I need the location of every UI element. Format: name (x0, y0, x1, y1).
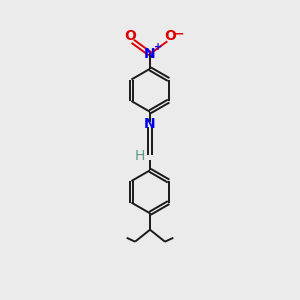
Text: −: − (174, 27, 184, 40)
Text: N: N (144, 117, 156, 131)
Text: N: N (144, 47, 156, 61)
Text: O: O (124, 29, 136, 43)
Text: +: + (154, 42, 162, 52)
Text: H: H (134, 149, 145, 163)
Text: O: O (164, 29, 176, 43)
